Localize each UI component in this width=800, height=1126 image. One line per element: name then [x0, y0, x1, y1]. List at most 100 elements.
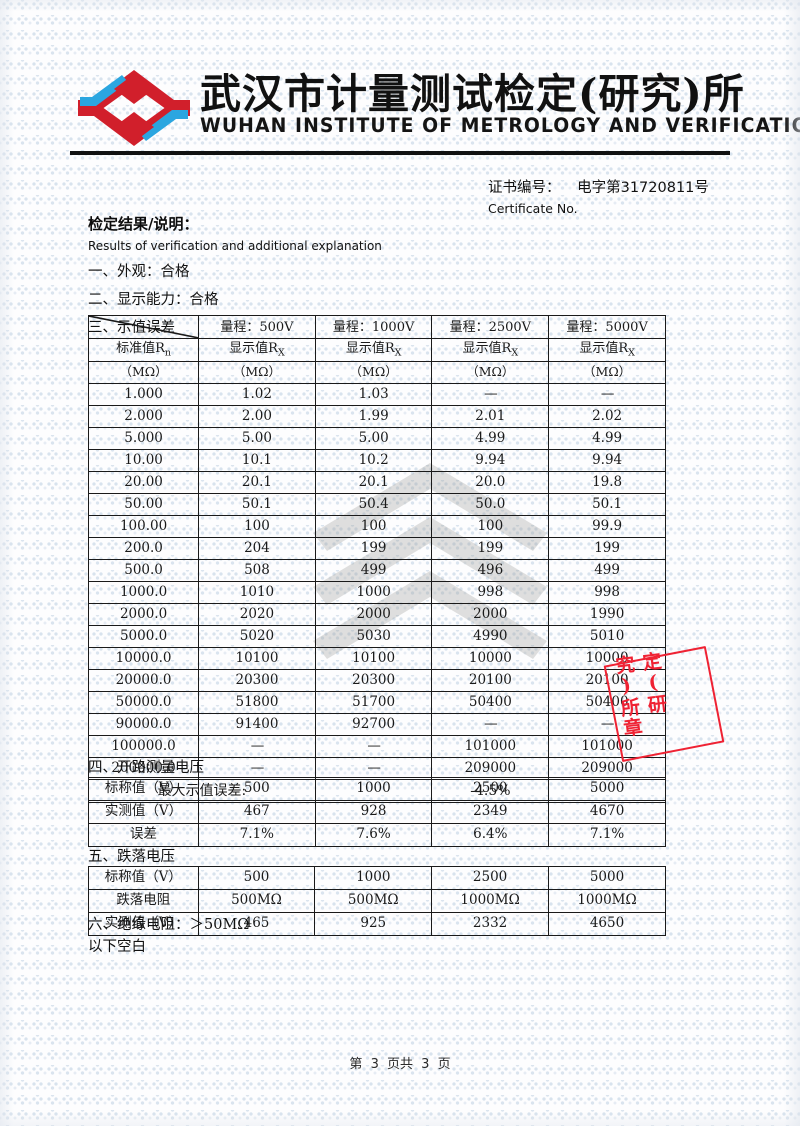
unit-cell-0: （MΩ）: [198, 361, 316, 384]
open-circuit-nominal-row: 标称值（V） 500 1000 2500 5000: [88, 777, 666, 801]
disp-value-cell: 4990: [431, 625, 550, 648]
table-row: 20000.0 20300 20300 20100 20100: [87, 669, 666, 692]
disp-value-cell: 100: [198, 515, 316, 538]
open-circuit-nominal-1: 1000: [314, 777, 433, 801]
range-header-1: 量程：1000V: [314, 315, 433, 339]
disp-value-cell: 10100: [314, 647, 433, 670]
std-value-cell: 5.000: [87, 427, 200, 450]
disp-value-cell: 51800: [198, 691, 316, 714]
table-row: 20.00 20.1 20.1 20.0 19.8: [87, 471, 666, 494]
disp-value-cell: 5.00: [198, 427, 316, 450]
std-value-cell: 10000.0: [87, 647, 200, 670]
disp-value-cell: 91400: [198, 713, 316, 736]
open-circuit-error-0: 7.1%: [197, 823, 316, 847]
std-value-cell: 1000.0: [87, 581, 200, 604]
open-circuit-nominal-2: 2500: [431, 777, 550, 801]
blank-below-note: 以下空白: [88, 939, 146, 955]
unit-cell-std: （MΩ）: [87, 361, 200, 384]
std-value-cell: 100000.0: [87, 735, 200, 758]
std-value-cell: 1.000: [87, 383, 200, 406]
disp-value-cell: 998: [431, 581, 550, 604]
open-circuit-error-row: 误差 7.1% 7.6% 6.4% 7.1%: [88, 823, 666, 847]
disp-value-cell: 199: [548, 537, 666, 560]
table-row: 500.0 508 499 496 499: [87, 559, 666, 582]
std-value-cell: 10.00: [87, 449, 200, 472]
disp-value-cell: 101000: [431, 735, 550, 758]
disp-value-cell: 4.99: [431, 427, 550, 450]
disp-value-cell: 10.1: [198, 449, 316, 472]
table-row: 2000.0 2020 2000 2000 1990: [87, 603, 666, 626]
footer-suffix: 页: [437, 1057, 451, 1072]
disp-value-cell: 5020: [198, 625, 316, 648]
open-circuit-error-2: 6.4%: [431, 823, 550, 847]
disp-value-cell: 1.99: [314, 405, 433, 428]
disp-value-cell: 50.4: [314, 493, 433, 516]
certificate-number-line: 证书编号： 电字第31720811号: [488, 176, 709, 197]
disp-value-header-0: 显示值RX: [198, 338, 316, 362]
disp-value-cell: 5030: [314, 625, 433, 648]
std-value-cell: 100.00: [87, 515, 200, 538]
disp-value-cell: 20100: [548, 669, 666, 692]
std-value-cell: 5000.0: [87, 625, 200, 648]
disp-value-header-3: 显示值RX: [548, 338, 666, 362]
table-row: 100000.0— —101000 101000: [87, 735, 666, 758]
table-header-row-symbol: 标准值Rn 显示值RX 显示值RX 显示值RX 显示值RX: [87, 338, 666, 362]
disp-value-cell: 100: [431, 515, 550, 538]
drop-voltage-resistance-2: 1000MΩ: [431, 889, 550, 913]
open-circuit-error-3: 7.1%: [548, 823, 666, 847]
disp-value-cell: 204: [198, 537, 316, 560]
disp-value-cell: 100: [314, 515, 433, 538]
table-row: 2.000 2.00 1.99 2.01 2.02: [87, 405, 666, 428]
disp-value-cell: 50400: [431, 691, 550, 714]
std-value-cell: 200.0: [87, 537, 200, 560]
disp-value-cell: 2000: [314, 603, 433, 626]
diagonal-divider-icon: [89, 316, 198, 338]
open-circuit-nominal-3: 5000: [548, 777, 666, 801]
table-header-row-unit: （MΩ） （MΩ） （MΩ） （MΩ） （MΩ）: [87, 361, 666, 384]
drop-voltage-nominal-0: 500: [197, 866, 316, 890]
disp-value-cell: 2000: [431, 603, 550, 626]
disp-value-cell: 1010: [198, 581, 316, 604]
table-row: 5.000 5.00 5.00 4.99 4.99: [87, 427, 666, 450]
table-row: 1.000 1.02 1.03— —: [87, 383, 666, 406]
disp-value-cell: 9.94: [548, 449, 666, 472]
unit-cell-1: （MΩ）: [314, 361, 433, 384]
section-drop-voltage-label: 五、跌落电压: [88, 849, 175, 865]
range-header-2: 量程：2500V: [431, 315, 550, 339]
insulation-resistance-line: 六、绝缘电阻：＞50MΩ: [88, 917, 250, 933]
unit-cell-3: （MΩ）: [548, 361, 666, 384]
disp-value-cell: 20300: [314, 669, 433, 692]
disp-value-cell: 1990: [548, 603, 666, 626]
drop-voltage-nominal-2: 2500: [431, 866, 550, 890]
open-circuit-measured-2: 2349: [431, 800, 550, 824]
std-value-cell: 2000.0: [87, 603, 200, 626]
header-divider-rule: [70, 151, 730, 155]
std-value-header: 标准值Rn: [87, 338, 200, 362]
open-circuit-nominal-0: 500: [197, 777, 316, 801]
std-value-cell: 50000.0: [87, 691, 200, 714]
open-circuit-row-label-2: 误差: [88, 823, 199, 847]
disp-value-cell: 20.1: [314, 471, 433, 494]
disp-value-cell: 1.03: [314, 383, 433, 406]
table-row: 200.0 204 199 199 199: [87, 537, 666, 560]
certificate-label-en: Certificate No.: [488, 201, 578, 216]
section-open-circuit-label: 四、开路测量电压: [88, 760, 204, 776]
indication-error-table: 量程：500V 量程：1000V 量程：2500V 量程：5000V 标准值Rn…: [87, 315, 667, 803]
table-row: 50.00 50.1 50.4 50.0 50.1: [87, 493, 666, 516]
disp-value-cell: 5010: [548, 625, 666, 648]
table-row: 1000.0 1010 1000 998 998: [87, 581, 666, 604]
drop-voltage-row-label-1: 跌落电阻: [88, 889, 199, 913]
disp-value-cell: 50400: [548, 691, 666, 714]
org-name-chinese: 武汉市计量测试检定(研究)所: [200, 70, 745, 118]
disp-value-cell: —: [548, 383, 666, 406]
disp-value-cell: 199: [431, 537, 550, 560]
disp-value-cell: 199: [314, 537, 433, 560]
table-header-row-range: 量程：500V 量程：1000V 量程：2500V 量程：5000V: [87, 315, 666, 339]
disp-value-cell: 9.94: [431, 449, 550, 472]
table-row: 100.00 100 100 100 99.9: [87, 515, 666, 538]
table-row: 90000.0 91400 92700— —: [87, 713, 666, 736]
disp-value-cell: 51700: [314, 691, 433, 714]
org-name-english: WUHAN INSTITUTE OF METROLOGY AND VERIFIC…: [200, 114, 800, 137]
disp-value-cell: 20300: [198, 669, 316, 692]
disp-value-cell: 1.02: [198, 383, 316, 406]
